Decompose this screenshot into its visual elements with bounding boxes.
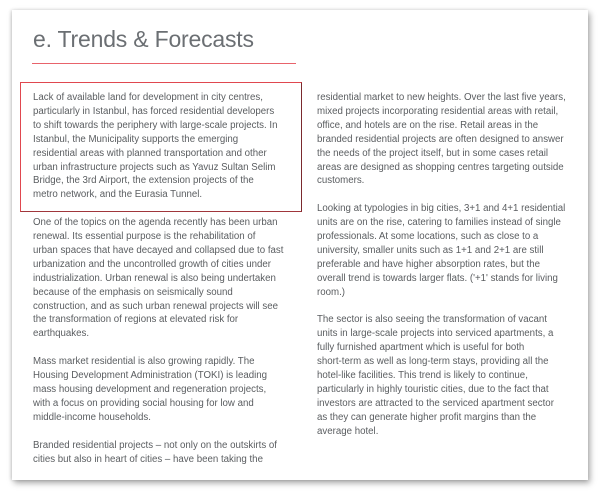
paragraph: Mass market residential is also growing …: [33, 355, 283, 425]
text-line: construction, and as such urban renewal …: [33, 300, 279, 312]
text-line: particularly in Istanbul, has forced res…: [33, 105, 275, 117]
text-line: branded residential projects are often d…: [317, 133, 564, 145]
section-title: e. Trends & Forecasts: [33, 26, 254, 52]
paragraph: Looking at typologies in big cities, 3+1…: [317, 202, 566, 299]
text-line: Lack of available land for development i…: [33, 92, 263, 103]
text-line: the transformation of regions at elevate…: [33, 314, 239, 326]
text-line: professionals. At some locations, such a…: [317, 231, 539, 243]
text-line: earthquakes.: [33, 328, 90, 340]
text-line: urban spaces that have decayed and colla…: [33, 244, 284, 256]
text-line: with a focus on providing social housing…: [33, 397, 254, 409]
text-line: The sector is also seeing the transforma…: [317, 314, 547, 326]
text-line: cities but also in heart of cities – hav…: [33, 453, 263, 465]
text-line: residential market to new heights. Over …: [317, 92, 566, 103]
text-line: units are on the rise, catering to famil…: [317, 217, 561, 229]
text-line: urbanization and the uncontrolled growth…: [33, 258, 272, 270]
text-line: middle-income households.: [33, 411, 151, 423]
text-line: residential areas with planned transport…: [33, 147, 267, 159]
paragraph: The sector is also seeing the transforma…: [317, 313, 566, 438]
text-line: particularly in highly touristic cities,…: [317, 384, 549, 395]
left-column: Lack of available land for development i…: [33, 91, 283, 480]
text-line: customers.: [317, 175, 365, 187]
text-line: Looking at typologies in big cities, 3+1…: [317, 203, 566, 215]
text-line: metro network, and the Eurasia Tunnel.: [33, 189, 203, 201]
text-line: One of the topics on the agenda recently…: [33, 217, 278, 229]
text-line: Bridge, the 3rd Airport, the extension p…: [33, 175, 254, 187]
text-line: Mass market residential is also growing …: [33, 356, 255, 368]
paragraph: Lack of available land for development i…: [33, 91, 283, 202]
text-line: investors are attracted to the serviced …: [317, 397, 554, 409]
text-line: room.): [317, 286, 345, 298]
right-column: residential market to new heights. Over …: [317, 91, 566, 453]
paragraph: residential market to new heights. Over …: [317, 91, 566, 188]
text-line: the needs of the project itself, but in …: [317, 147, 549, 159]
text-line: Istanbul, the Municipality supports the …: [33, 133, 239, 145]
text-line: renewal. Its essential purpose is the re…: [33, 231, 256, 243]
text-line: as they can generate higher profit margi…: [317, 411, 537, 423]
title-underline: [32, 63, 296, 64]
document-page: [12, 10, 588, 480]
text-line: mass housing development and regeneratio…: [33, 384, 267, 395]
paragraph: Branded residential projects – not only …: [33, 439, 283, 467]
text-line: units in large-scale projects into servi…: [317, 328, 554, 340]
text-line: industrialization. Urban renewal is also…: [33, 272, 276, 284]
text-line: areas are designed as shopping centres t…: [317, 161, 564, 173]
text-line: Branded residential projects – not only …: [33, 439, 277, 451]
text-line: to shift towards the periphery with larg…: [33, 119, 278, 131]
highlight-box: [20, 82, 302, 212]
text-line: mixed projects incorporating residential…: [317, 105, 559, 117]
text-line: urban infrastructure projects such as Ya…: [33, 161, 276, 173]
text-line: hotel-like facilities. This trend is lik…: [317, 370, 528, 382]
text-line: because of the emphasis on seismically s…: [33, 286, 233, 298]
text-line: fully furnished apartment which is usefu…: [317, 342, 525, 354]
text-line: average hotel.: [317, 425, 379, 437]
text-line: short-term as well as long-term stays, p…: [317, 356, 549, 368]
text-line: overall trend is towards larger flats. (…: [317, 272, 558, 284]
text-line: university, smaller units such as 1+1 an…: [317, 244, 544, 256]
paragraph: One of the topics on the agenda recently…: [33, 216, 283, 341]
text-line: office, and hotels are on the rise. Reta…: [317, 119, 539, 131]
text-line: preferable and have higher absorption ra…: [317, 258, 540, 270]
text-line: Housing Development Administration (TOKI…: [33, 370, 268, 382]
